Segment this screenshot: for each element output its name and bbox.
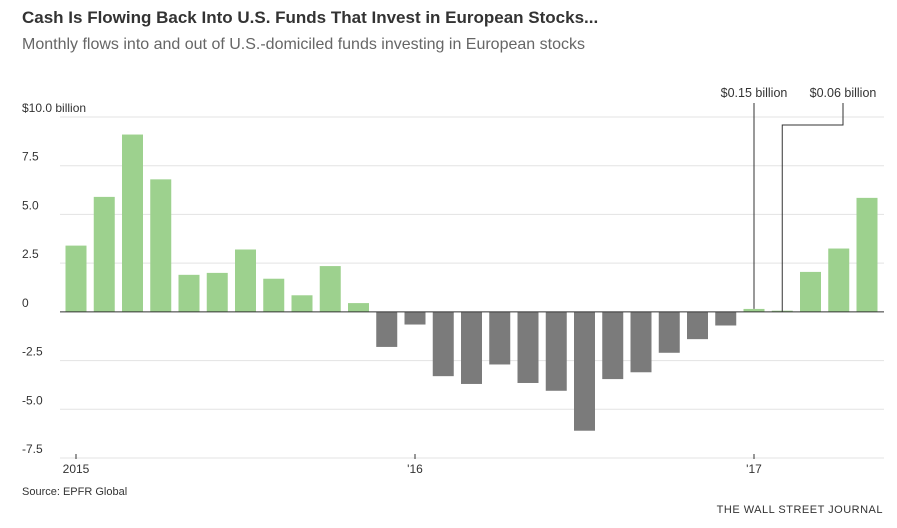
y-tick-label: 2.5 [22,247,39,261]
bar-2015-07 [235,249,256,312]
bar-2015-10 [319,266,341,312]
annotations: $0.15 billion $0.06 billion [721,86,877,312]
bar-2016-11 [687,311,708,340]
y-tick-label: 0 [22,296,29,310]
bar-2017-03 [800,271,821,312]
chart-subtitle: Monthly flows into and out of U.S.-domic… [22,36,585,53]
bar-2016-12 [715,311,737,326]
bar-2017-01 [743,308,765,312]
bar-2016-09 [630,311,652,373]
y-tick-label: 7.5 [22,150,39,164]
bar-2017-05 [856,197,878,312]
bar-2016-06 [545,311,567,391]
x-tick-label: '16 [407,462,423,476]
y-tick-label: 5.0 [22,198,39,212]
y-tick-label: -5.0 [22,393,43,407]
bar-2015-12 [376,311,398,347]
bar-2015-02 [93,196,115,312]
bar-2015-06 [206,272,228,312]
bar-2016-08 [602,311,624,380]
bar-2015-04 [150,179,172,312]
bar-2016-05 [517,311,539,383]
bar-2015-01 [65,245,87,312]
source-note: Source: EPFR Global [22,486,128,498]
annotation-leader [781,103,844,312]
publisher-credit: THE WALL STREET JOURNAL [716,504,883,516]
bar-2015-05 [178,274,200,312]
bar-2016-01 [404,311,426,325]
y-tick-label: $10.0 billion [22,101,86,115]
bar-2016-02 [432,311,454,377]
x-tick-label: '17 [746,462,762,476]
y-tick-label: -2.5 [22,345,43,359]
axes: $10.0 billion 7.5 5.0 2.5 0 -2.5 -5.0 -7.5 2015 '… [22,101,884,476]
bar-2015-11 [348,303,369,312]
bar-2015-09 [291,295,313,312]
bar-2016-07 [574,311,595,431]
chart-title: Cash Is Flowing Back Into U.S. Funds Tha… [22,8,599,27]
bar-2016-04 [489,311,511,365]
annotation-label: $0.06 billion [810,86,877,100]
bar-2016-10 [658,311,680,353]
bars [65,134,878,431]
y-tick-label: -7.5 [22,442,43,456]
annotation-label: $0.15 billion [721,86,788,100]
bar-2017-04 [828,248,850,312]
bar-2016-03 [461,311,482,384]
bar-2015-08 [263,278,285,312]
x-tick-label: 2015 [63,462,90,476]
bar-2015-03 [122,134,143,312]
